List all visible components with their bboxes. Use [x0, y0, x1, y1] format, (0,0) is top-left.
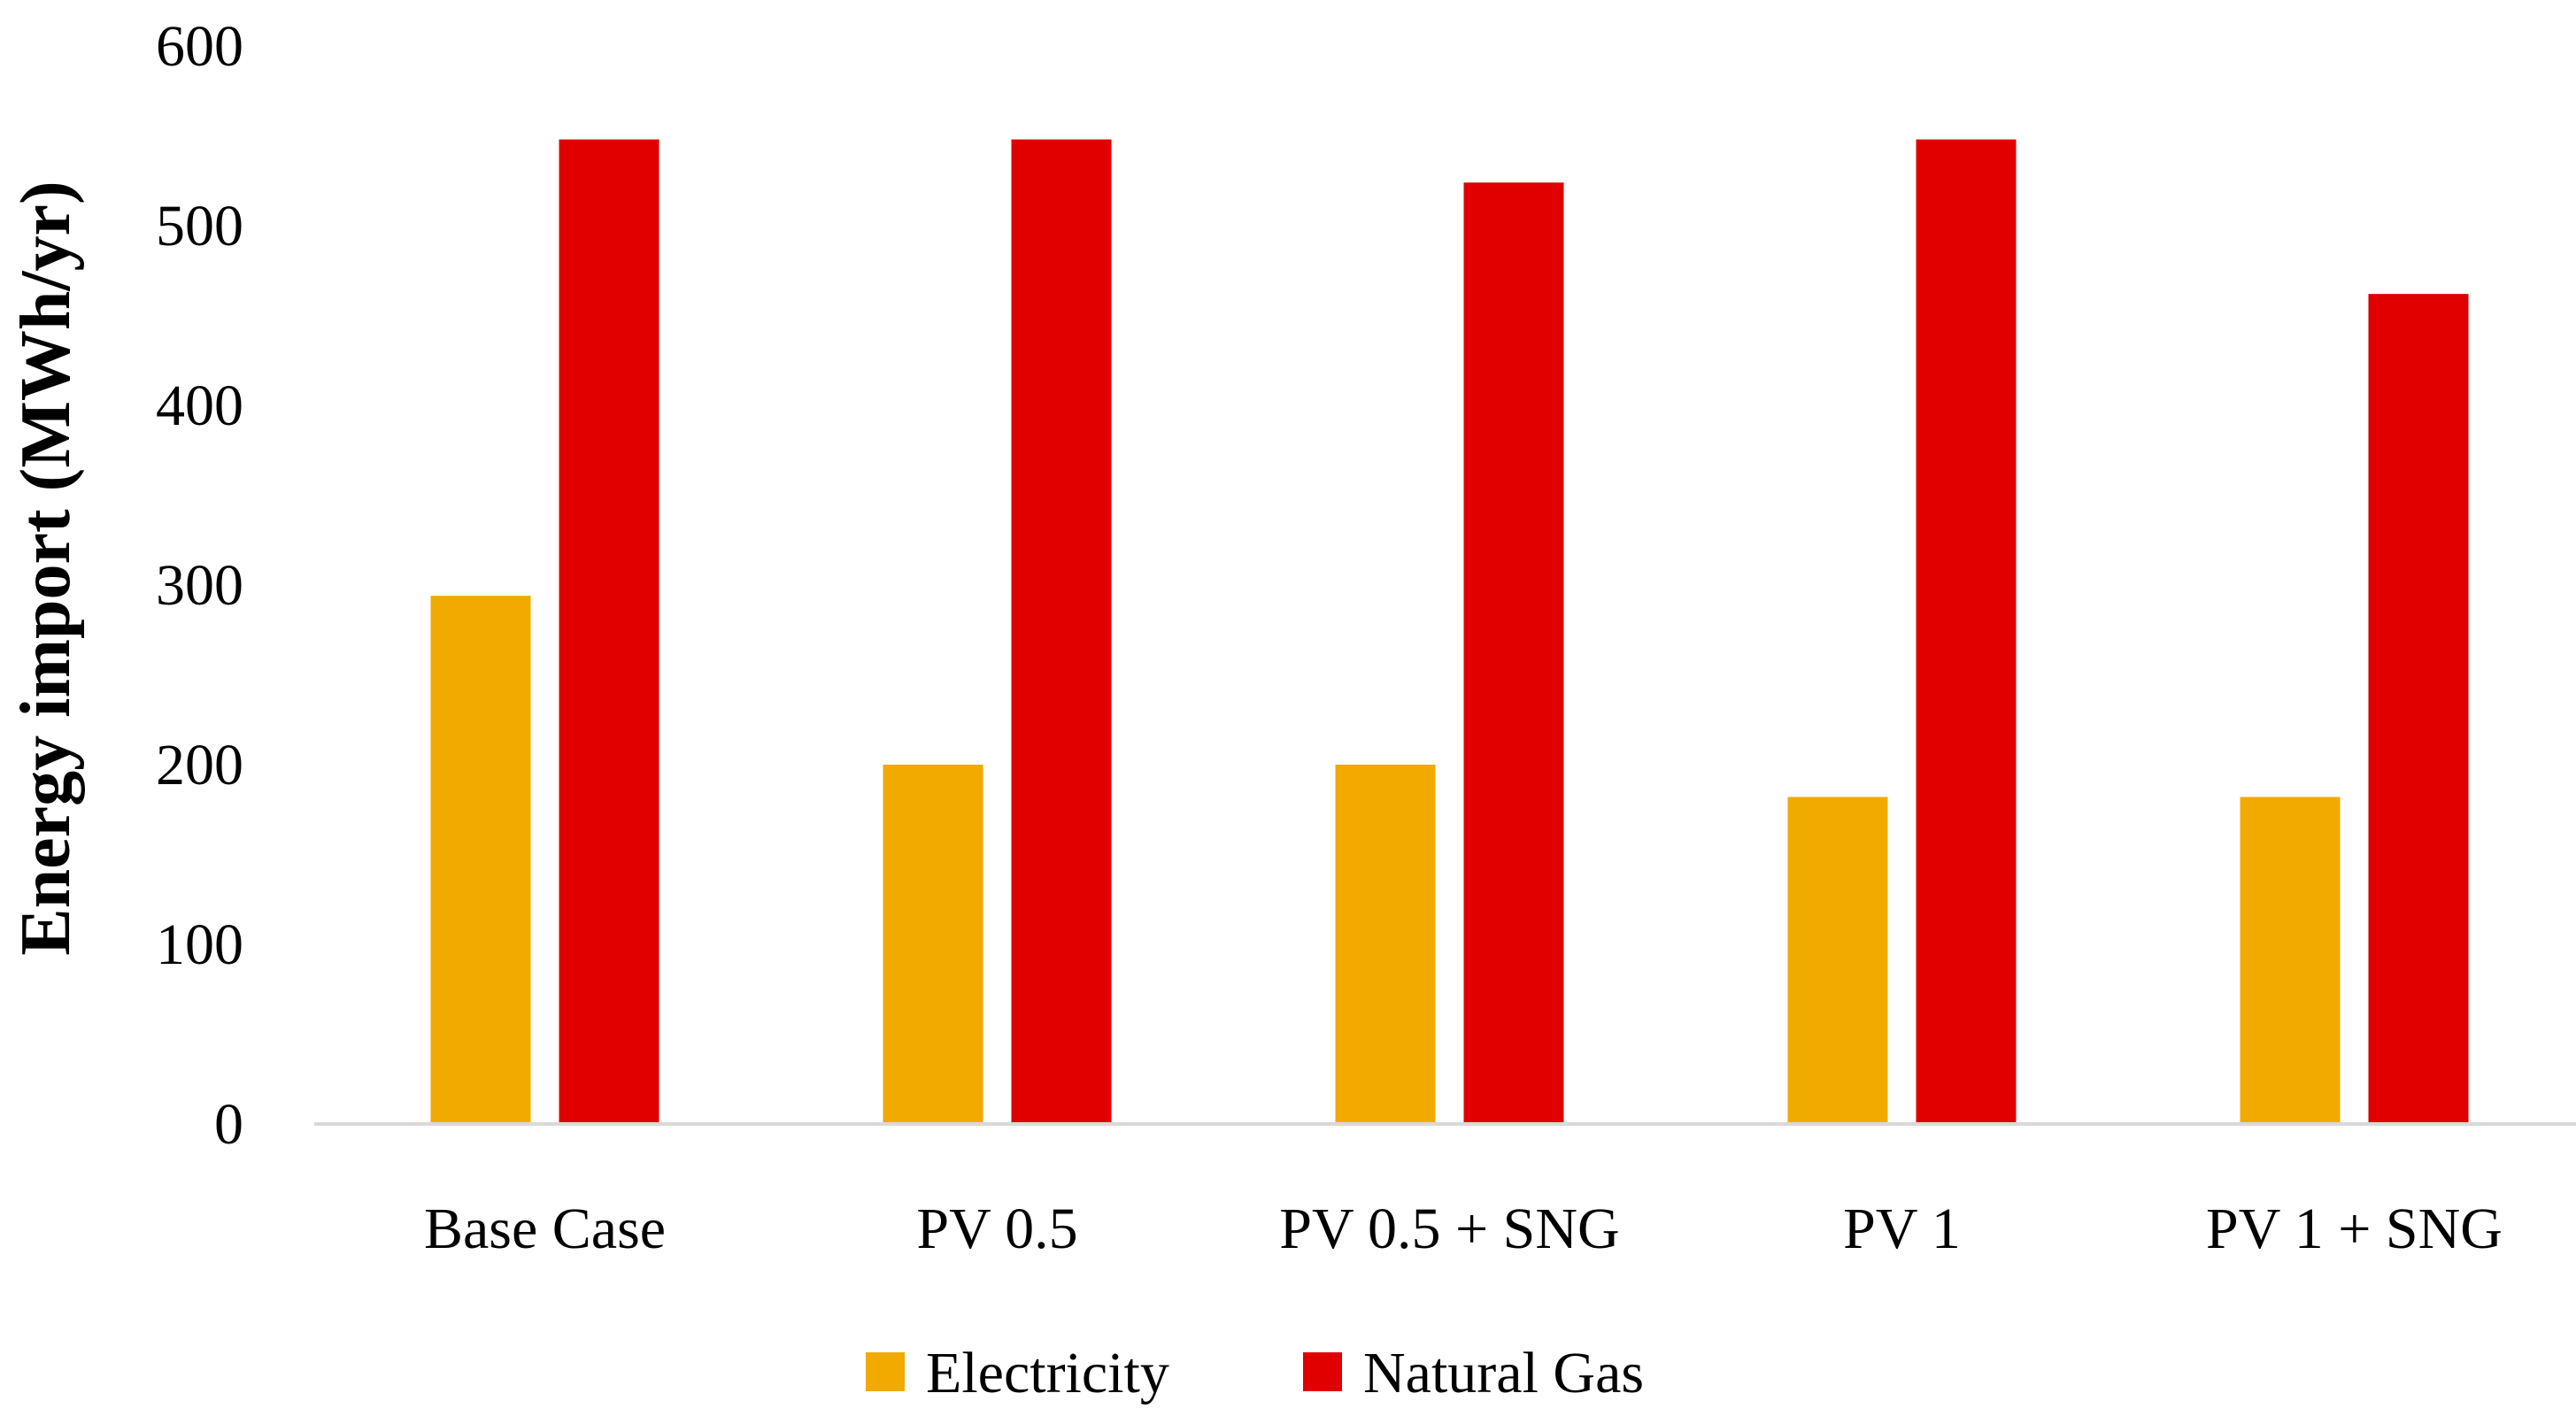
bar-natural-gas [2368, 294, 2469, 1124]
bar-electricity [1787, 797, 1888, 1124]
legend-swatch-natural-gas [1303, 1352, 1342, 1391]
x-tick-label: Base Case [424, 1197, 666, 1261]
bar-electricity [883, 765, 983, 1124]
x-tick-label: PV 1 [1843, 1197, 1961, 1261]
y-tick-label: 100 [156, 912, 243, 977]
x-tick-label: PV 0.5 [916, 1197, 1077, 1261]
bar-electricity [1335, 765, 1436, 1124]
bar-natural-gas [1463, 182, 1564, 1124]
x-tick-label: PV 0.5 + SNG [1279, 1197, 1619, 1261]
y-tick-label: 400 [156, 373, 243, 438]
legend: Electricity Natural Gas [866, 1341, 1644, 1405]
x-axis-ticks: Base Case PV 0.5 PV 0.5 + SNG PV 1 PV 1 + SN… [424, 1197, 2503, 1261]
bar-electricity [2240, 797, 2341, 1124]
y-tick-label: 300 [156, 553, 243, 618]
y-axis-title: Energy import (MWh/yr) [7, 181, 85, 955]
y-tick-label: 0 [214, 1092, 243, 1157]
bar-electricity [430, 596, 531, 1124]
y-tick-label: 600 [156, 14, 243, 79]
y-tick-label: 500 [156, 194, 243, 258]
legend-swatch-electricity [866, 1352, 905, 1391]
x-tick-label: PV 1 + SNG [2206, 1197, 2503, 1261]
bar-natural-gas [1011, 139, 1112, 1124]
legend-label: Natural Gas [1363, 1341, 1644, 1405]
y-tick-label: 200 [156, 733, 243, 797]
legend-label: Electricity [926, 1341, 1169, 1405]
y-axis-ticks: 0 100 200 300 400 500 600 [156, 14, 243, 1157]
bars [430, 139, 2469, 1124]
bar-natural-gas [1916, 139, 2017, 1124]
bar-natural-gas [559, 139, 659, 1124]
